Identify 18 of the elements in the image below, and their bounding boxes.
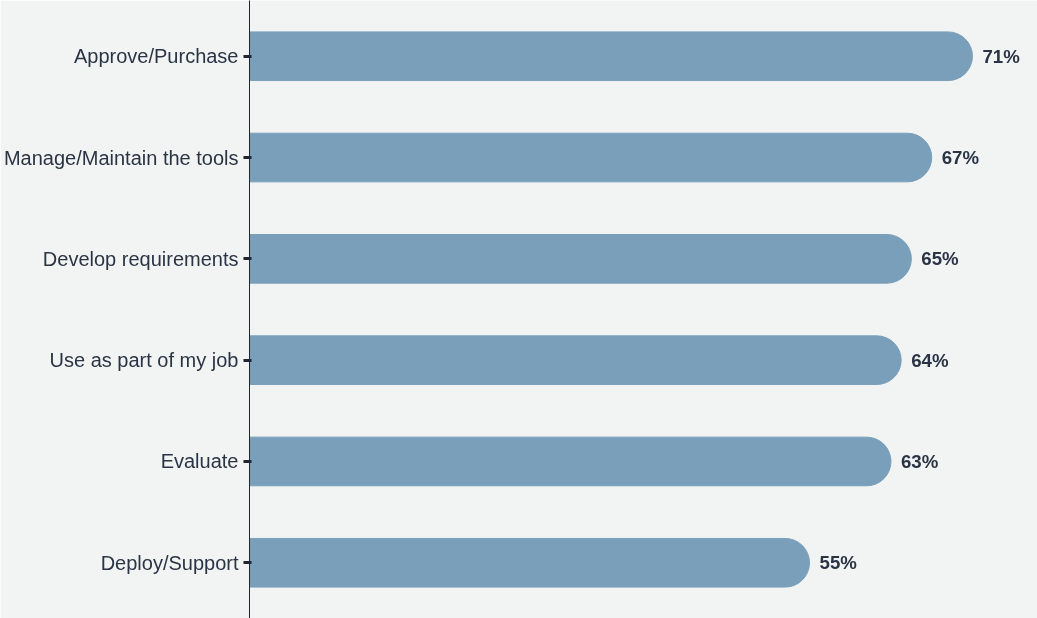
bar	[249, 335, 902, 385]
data-label: 71%	[982, 45, 1021, 67]
bar	[249, 537, 811, 588]
data-label: 55%	[819, 552, 858, 574]
data-label: 65%	[921, 248, 960, 270]
data-label: 67%	[941, 147, 980, 169]
bar	[249, 31, 973, 82]
y-tick-label: Use as part of my job	[49, 349, 239, 372]
data-label: 64%	[911, 349, 949, 371]
y-tick-label: Approve/Purchase	[73, 45, 239, 68]
y-tick-label: Deploy/Support	[100, 551, 239, 574]
bar	[249, 436, 892, 487]
data-label: 63%	[900, 450, 939, 472]
y-tick-label: Develop requirements	[42, 247, 239, 270]
bar	[249, 234, 912, 284]
bar	[249, 132, 933, 183]
y-tick-label: Evaluate	[160, 450, 239, 473]
y-tick-label: Manage/Maintain the tools	[3, 146, 239, 169]
